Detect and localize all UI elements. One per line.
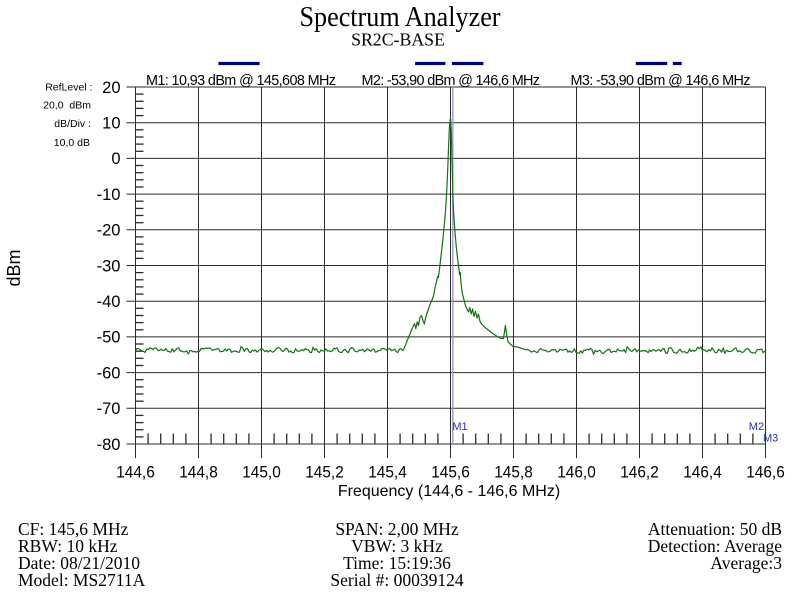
svg-text:146,4: 146,4 [683,463,722,482]
svg-text:20,0 dBm: 20,0 dBm [43,99,91,111]
svg-text:Attenuation: 50 dB: Attenuation: 50 dB [648,519,782,539]
svg-text:-20: -20 [97,222,121,240]
svg-text:-50: -50 [97,329,121,347]
svg-text:Spectrum Analyzer: Spectrum Analyzer [300,1,501,33]
svg-text:CF: 145,6 MHz: CF: 145,6 MHz [18,519,129,539]
svg-text:Average:3: Average:3 [710,553,782,573]
svg-text:RefLevel :: RefLevel : [45,82,92,94]
svg-text:10,0 dB: 10,0 dB [54,137,90,149]
svg-text:Time: 15:19:36: Time: 15:19:36 [343,553,451,573]
svg-text:-10: -10 [97,186,121,204]
svg-text:145,4: 145,4 [368,463,407,482]
svg-text:146,6: 146,6 [746,463,785,482]
svg-text:-80: -80 [97,436,121,454]
svg-text:144,6: 144,6 [116,463,155,482]
svg-text:145,0: 145,0 [242,463,281,482]
svg-text:M2: -53,90 dBm @ 146,6 MHz: M2: -53,90 dBm @ 146,6 MHz [362,73,541,89]
svg-text:M1: 10,93 dBm @ 145,608 MHz: M1: 10,93 dBm @ 145,608 MHz [146,73,336,89]
svg-text:Detection: Average: Detection: Average [648,536,782,556]
svg-text:Serial #: 00039124: Serial #: 00039124 [330,570,463,590]
svg-text:0: 0 [111,150,120,168]
svg-text:M3: M3 [763,433,778,445]
svg-text:146,2: 146,2 [620,463,659,482]
svg-text:SPAN: 2,00 MHz: SPAN: 2,00 MHz [335,519,459,539]
svg-text:20: 20 [102,79,120,97]
svg-text:SR2C-BASE: SR2C-BASE [351,30,445,50]
svg-text:144,8: 144,8 [179,463,218,482]
svg-text:-40: -40 [97,293,121,311]
svg-text:-60: -60 [97,364,121,382]
svg-text:145,6: 145,6 [431,463,470,482]
svg-text:Frequency (144,6 - 146,6 MHz): Frequency (144,6 - 146,6 MHz) [338,483,560,500]
svg-text:145,2: 145,2 [305,463,344,482]
svg-text:RBW: 10 kHz: RBW: 10 kHz [18,536,118,556]
svg-text:Date: 08/21/2010: Date: 08/21/2010 [18,553,140,573]
svg-text:M1: M1 [452,421,467,433]
svg-text:M3: -53,90 dBm @ 146,6 MHz: M3: -53,90 dBm @ 146,6 MHz [571,73,751,89]
svg-text:-70: -70 [97,400,121,418]
svg-text:VBW: 3 kHz: VBW: 3 kHz [351,536,443,556]
svg-text:10: 10 [102,115,120,133]
svg-text:M2: M2 [749,421,764,433]
svg-text:Model: MS2711A: Model: MS2711A [18,570,146,590]
svg-text:145,8: 145,8 [494,463,533,482]
svg-text:dBm: dBm [4,249,24,286]
svg-text:-30: -30 [97,257,121,275]
svg-text:dB/Div :: dB/Div : [54,118,91,130]
svg-text:146,0: 146,0 [557,463,596,482]
